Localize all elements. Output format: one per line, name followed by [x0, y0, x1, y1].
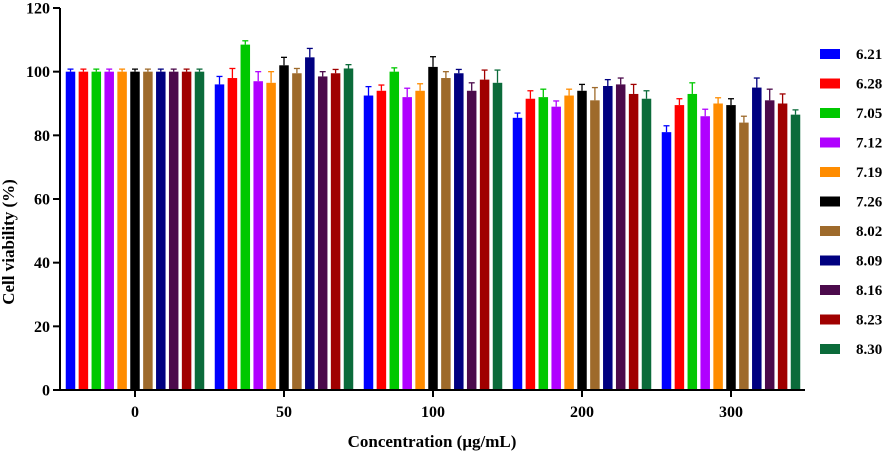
bar-50-6.28	[227, 78, 238, 390]
bar-100-8.02	[441, 78, 451, 390]
bars-layer	[65, 40, 801, 391]
bar-100-7.12	[402, 97, 412, 390]
bar-200-6.21	[512, 117, 523, 390]
x-axis-title: Concentration (μg/mL)	[348, 432, 517, 451]
bar-50-6.21	[214, 84, 225, 391]
bar-50-8.16	[317, 76, 328, 390]
bar-200-7.05	[538, 97, 549, 390]
bar-50-8.02	[292, 73, 302, 390]
legend-swatch-7.19	[820, 167, 840, 177]
y-tick-label-20: 20	[34, 319, 50, 336]
bar-50-7.19	[266, 82, 276, 390]
bar-0-6.21	[65, 71, 76, 391]
bar-50-7.12	[253, 81, 263, 390]
y-tick-label-100: 100	[26, 64, 50, 81]
bar-200-8.30	[641, 98, 652, 390]
bar-0-8.23	[181, 71, 192, 391]
y-tick-label-80: 80	[34, 128, 50, 145]
bar-300-8.30	[790, 114, 801, 390]
legend-swatch-6.28	[820, 78, 840, 89]
bar-0-7.12	[104, 71, 114, 391]
bar-0-7.26	[130, 71, 140, 391]
legend-label-6.28: 6.28	[856, 77, 882, 93]
x-tick-label-200: 200	[570, 404, 594, 421]
y-axis-title: Cell viability (%)	[0, 179, 18, 305]
bar-100-8.30	[492, 82, 503, 390]
bar-300-7.26	[726, 105, 736, 390]
y-tick-label-40: 40	[34, 255, 50, 272]
legend-label-8.02: 8.02	[856, 224, 882, 240]
bar-200-8.16	[615, 84, 626, 391]
bar-100-6.21	[363, 95, 374, 390]
bar-0-8.02	[143, 71, 153, 391]
legend-label-6.21: 6.21	[856, 47, 882, 63]
bar-300-8.16	[764, 100, 775, 390]
legend-swatch-6.21	[820, 49, 840, 59]
bar-300-6.21	[661, 132, 672, 390]
x-tick-label-50: 50	[276, 404, 292, 421]
y-tick-label-120: 120	[26, 1, 50, 18]
bar-300-7.12	[700, 116, 710, 390]
legend-swatch-7.05	[820, 108, 840, 118]
bar-0-8.09	[156, 71, 166, 391]
bar-100-7.19	[415, 90, 425, 391]
bar-0-6.28	[78, 71, 89, 391]
bar-200-7.26	[577, 90, 587, 391]
bar-50-7.05	[240, 44, 251, 391]
bar-200-8.02	[590, 100, 600, 390]
legend-label-8.23: 8.23	[856, 313, 882, 329]
bar-100-8.16	[466, 90, 477, 391]
bar-200-7.12	[551, 106, 561, 391]
bar-0-8.30	[194, 71, 205, 391]
y-tick-label-0: 0	[42, 383, 50, 400]
legend-label-8.16: 8.16	[856, 283, 883, 299]
bar-100-6.28	[376, 90, 387, 391]
bar-200-6.28	[525, 98, 536, 390]
x-tick-label-100: 100	[421, 404, 445, 421]
legend-swatch-8.09	[820, 255, 840, 266]
bar-100-8.23	[479, 79, 490, 391]
y-tick-label-60: 60	[34, 192, 50, 209]
bar-50-8.23	[330, 73, 341, 390]
legend-swatch-7.26	[820, 196, 840, 207]
legend-label-7.12: 7.12	[856, 136, 882, 152]
bar-300-8.09	[752, 87, 762, 390]
bar-200-8.23	[628, 93, 639, 390]
bar-0-8.16	[168, 71, 179, 391]
bar-50-7.26	[279, 65, 289, 391]
bar-0-7.19	[117, 71, 127, 391]
legend-swatch-8.16	[820, 285, 840, 295]
x-tick-label-0: 0	[131, 404, 139, 421]
legend-label-7.05: 7.05	[856, 106, 882, 122]
legend-swatch-8.30	[820, 344, 840, 354]
legend-label-8.09: 8.09	[856, 254, 882, 270]
bar-200-7.19	[564, 95, 574, 390]
legend-label-7.19: 7.19	[856, 165, 882, 181]
bar-300-8.23	[777, 103, 788, 390]
x-tick-label-300: 300	[719, 404, 743, 421]
legend-swatch-8.02	[820, 226, 840, 236]
bar-100-8.09	[454, 73, 464, 390]
bar-50-8.30	[343, 68, 354, 390]
bar-50-8.09	[305, 57, 315, 391]
bar-300-7.05	[687, 93, 698, 390]
legend-label-7.26: 7.26	[856, 195, 883, 211]
bar-200-8.09	[603, 85, 613, 391]
bar-0-7.05	[91, 71, 102, 391]
legend-swatch-7.12	[820, 137, 840, 148]
axes-layer: 0 20 40 60 80 100 120 0 50 100 200 300	[26, 1, 805, 421]
legend-label-8.30: 8.30	[856, 342, 882, 358]
bar-300-8.02	[739, 122, 749, 390]
bar-100-7.26	[428, 66, 438, 390]
bar-300-6.28	[674, 105, 685, 390]
legend: 6.21 6.28 7.05 7.12 7.19 7.26 8.02 8.09 8.16 8.23…	[820, 47, 883, 358]
bar-300-7.19	[713, 103, 723, 390]
bar-100-7.05	[389, 71, 400, 391]
legend-swatch-8.23	[820, 314, 840, 325]
